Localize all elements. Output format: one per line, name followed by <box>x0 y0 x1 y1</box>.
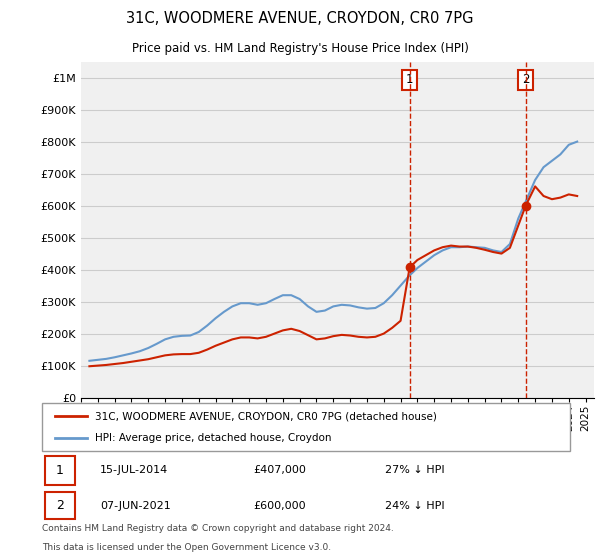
Text: Contains HM Land Registry data © Crown copyright and database right 2024.: Contains HM Land Registry data © Crown c… <box>42 524 394 533</box>
Text: 07-JUN-2021: 07-JUN-2021 <box>100 501 171 511</box>
Text: £407,000: £407,000 <box>253 465 306 475</box>
Text: £600,000: £600,000 <box>253 501 306 511</box>
Text: This data is licensed under the Open Government Licence v3.0.: This data is licensed under the Open Gov… <box>42 543 331 552</box>
Text: 31C, WOODMERE AVENUE, CROYDON, CR0 7PG (detached house): 31C, WOODMERE AVENUE, CROYDON, CR0 7PG (… <box>95 411 437 421</box>
Text: Price paid vs. HM Land Registry's House Price Index (HPI): Price paid vs. HM Land Registry's House … <box>131 42 469 55</box>
Text: HPI: Average price, detached house, Croydon: HPI: Average price, detached house, Croy… <box>95 433 331 443</box>
FancyBboxPatch shape <box>44 492 75 519</box>
Text: 31C, WOODMERE AVENUE, CROYDON, CR0 7PG: 31C, WOODMERE AVENUE, CROYDON, CR0 7PG <box>126 11 474 26</box>
Text: 27% ↓ HPI: 27% ↓ HPI <box>385 465 445 475</box>
FancyBboxPatch shape <box>44 456 75 484</box>
Text: 2: 2 <box>522 73 529 86</box>
Text: 2: 2 <box>56 499 64 512</box>
Text: 24% ↓ HPI: 24% ↓ HPI <box>385 501 445 511</box>
Text: 1: 1 <box>406 73 413 86</box>
Text: 15-JUL-2014: 15-JUL-2014 <box>100 465 169 475</box>
Text: 1: 1 <box>56 464 64 477</box>
FancyBboxPatch shape <box>42 403 570 451</box>
